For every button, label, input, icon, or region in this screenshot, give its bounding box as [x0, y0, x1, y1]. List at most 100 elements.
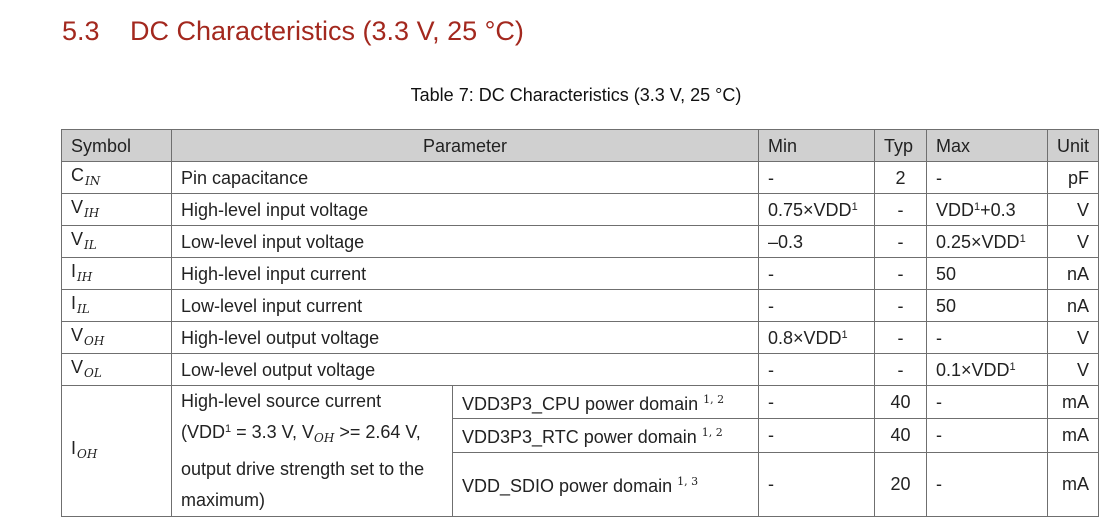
- cell-unit: pF: [1046, 161, 1100, 194]
- cell-parameter: Low-level input current: [171, 289, 759, 322]
- cell-typ: -: [874, 353, 927, 386]
- cell-typ: 40: [874, 418, 927, 453]
- cell-max: 50: [926, 289, 1048, 322]
- cell-symbol: IIH: [61, 257, 172, 290]
- table-row: VOL Low-level output voltage - -0.1×VDD1 V: [61, 353, 1100, 386]
- unit-value: nA: [1066, 295, 1090, 316]
- cell-parameter: High-level source current (VDD1 = 3.3 V, …: [171, 385, 453, 517]
- header-min: Min: [758, 129, 875, 162]
- typ-value: -: [897, 295, 904, 316]
- parameter-text: Pin capacitance: [181, 167, 309, 188]
- symbol-subscript: IL: [84, 237, 97, 252]
- unit-value: V: [1077, 327, 1090, 348]
- cell-symbol: IOH: [61, 385, 172, 517]
- table-row: VIH High-level input voltage 0.75×VDD1- VDD…: [61, 193, 1100, 226]
- cell-typ: 2: [874, 161, 927, 194]
- cell-symbol: CIN: [61, 161, 172, 194]
- cell-parameter: Low-level output voltage: [171, 353, 759, 386]
- table-row: IIH High-level input current - - 50 nA: [61, 257, 1100, 290]
- table-row-ioh-sdio: VDD_SDIO power domain 1, 3 - 20 - mA: [62, 451, 1100, 518]
- unit-value: V: [1077, 231, 1090, 252]
- domain-name: VDD_SDIO power domain: [462, 476, 673, 497]
- header-max: Max: [926, 129, 1048, 162]
- cell-min: -: [758, 161, 875, 194]
- table-row: VOH High-level output voltage 0.8×VDD1- - V: [61, 321, 1100, 354]
- max-value: 50: [936, 295, 957, 316]
- cell-typ: -: [874, 257, 927, 290]
- min-value: –0.3: [768, 231, 804, 252]
- table-row-ioh-cpu: IOH High-level source current (VDD1 = 3.3…: [61, 384, 1100, 517]
- cell-max: -: [926, 161, 1048, 194]
- cell-symbol: VOH: [61, 321, 172, 354]
- ioh-param-line2c: >= 2.64 V,: [334, 422, 421, 442]
- cell-unit: mA: [1046, 384, 1100, 420]
- max-footnote: 1: [1009, 360, 1016, 373]
- min-value: -: [768, 263, 774, 284]
- dc-characteristics-table: Symbol Parameter Min Typ Max Unit CIN Pin…: [61, 129, 1100, 518]
- cell-typ: 20: [874, 451, 927, 518]
- cell-max: -: [926, 418, 1048, 453]
- parameter-text: Low-level input voltage: [181, 231, 365, 252]
- typ-value: -: [897, 231, 904, 252]
- table-row: IIL Low-level input current - - 50 nA: [61, 289, 1100, 322]
- typ-value: -: [897, 359, 904, 380]
- cell-max: 0.25×VDD1: [926, 225, 1048, 258]
- ioh-param-line4: maximum): [181, 490, 265, 510]
- section-heading: 5.3 DC Characteristics (3.3 V, 25 °C): [62, 16, 524, 47]
- unit-value: V: [1077, 199, 1090, 220]
- ioh-param-line3: output drive strength set to the: [181, 459, 425, 479]
- cell-max: -: [926, 384, 1048, 420]
- typ-value: 2: [895, 167, 906, 188]
- cell-min: -: [758, 451, 875, 518]
- max-footnote: 1: [974, 200, 981, 213]
- parameter-text: Low-level output voltage: [181, 359, 376, 380]
- typ-value: -: [897, 327, 904, 348]
- cell-domain: VDD_SDIO power domain 1, 3: [452, 451, 759, 518]
- cell-parameter: Pin capacitance: [171, 161, 759, 194]
- domain-name: VDD3P3_RTC power domain: [462, 427, 697, 448]
- cell-parameter: High-level input voltage: [171, 193, 759, 226]
- cell-unit: nA: [1046, 257, 1100, 290]
- cell-min: -: [758, 418, 875, 453]
- table-row: VIL Low-level input voltage –0.3-0.25×VDD1…: [61, 225, 1100, 258]
- cell-parameter: High-level input current: [171, 257, 759, 290]
- max-footnote: 1: [1019, 232, 1026, 245]
- max-value: 50: [936, 263, 957, 284]
- symbol-subscript: IH: [84, 205, 100, 220]
- max-value: 0.1×VDD: [936, 359, 1010, 380]
- symbol-letter: I: [71, 260, 77, 281]
- symbol-letter: V: [71, 196, 84, 217]
- cell-min: –0.3: [758, 225, 875, 258]
- cell-min: -: [758, 257, 875, 290]
- cell-max: -: [926, 451, 1048, 518]
- cell-unit: V: [1046, 193, 1100, 226]
- min-value: 0.8×VDD: [768, 327, 842, 348]
- cell-domain: VDD3P3_CPU power domain 1, 2: [452, 384, 759, 420]
- cell-unit: V: [1046, 321, 1100, 354]
- cell-unit: V: [1046, 225, 1100, 258]
- max-tail: +0.3: [980, 199, 1016, 220]
- domain-notes: 1, 2: [703, 393, 725, 407]
- cell-symbol: VIH: [61, 193, 172, 226]
- symbol-subscript: OH: [84, 333, 105, 348]
- cell-symbol: VOL: [61, 353, 172, 386]
- min-value: -: [768, 295, 774, 316]
- section-title-text: DC Characteristics (3.3 V, 25 °C): [130, 16, 524, 46]
- symbol-letter: V: [71, 228, 84, 249]
- table-row-ioh-rtc: VDD3P3_RTC power domain 1, 2 - 40 - mA: [62, 418, 1100, 453]
- symbol-subscript: OH: [77, 447, 98, 461]
- cell-min: -: [758, 384, 875, 420]
- parameter-text: High-level input voltage: [181, 199, 369, 220]
- min-value: 0.75×VDD: [768, 199, 852, 220]
- cell-domain: VDD3P3_RTC power domain 1, 2: [452, 418, 759, 453]
- parameter-text: High-level output voltage: [181, 327, 380, 348]
- cell-parameter: Low-level input voltage: [171, 225, 759, 258]
- ioh-param-line2b: = 3.3 V, V: [231, 422, 315, 442]
- parameter-text: High-level input current: [181, 263, 367, 284]
- symbol-letter: I: [71, 438, 77, 458]
- min-footnote: 1: [841, 328, 848, 341]
- cell-unit: mA: [1046, 451, 1100, 518]
- symbol-subscript: IH: [77, 269, 93, 284]
- max-value: 0.25×VDD: [936, 231, 1020, 252]
- header-symbol: Symbol: [61, 129, 172, 162]
